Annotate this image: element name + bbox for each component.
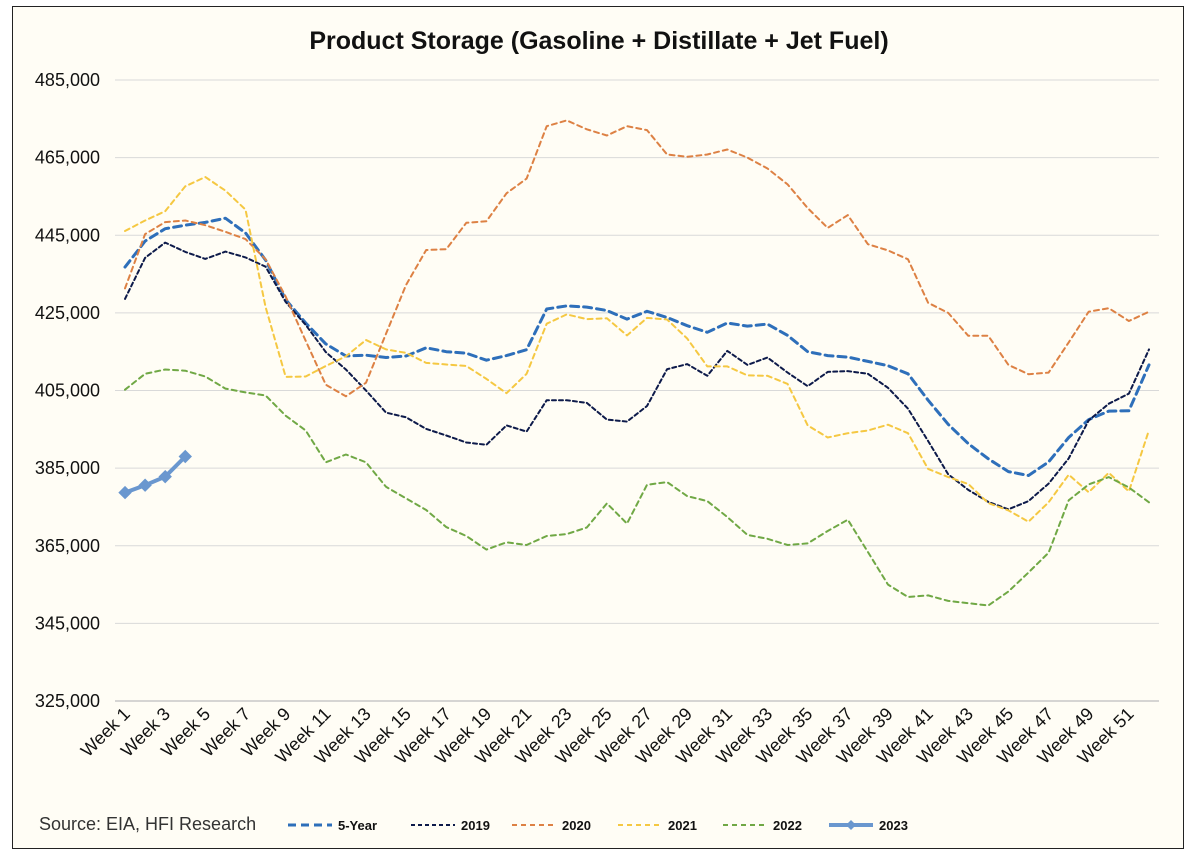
y-tick-label: 485,000	[35, 70, 100, 90]
legend-label: 2023	[879, 818, 908, 833]
series-line-5-year	[123, 216, 1151, 477]
data-point-2023	[118, 485, 132, 500]
legend-item-2023: 2023	[829, 818, 908, 833]
legend-marker	[846, 820, 856, 830]
line-chart: Product Storage (Gasoline + Distillate +…	[35, 27, 1159, 834]
data-point-2023	[178, 449, 192, 464]
chart-title: Product Storage (Gasoline + Distillate +…	[309, 27, 888, 55]
legend-item-2019: 2019	[411, 818, 490, 833]
y-tick-label: 325,000	[35, 691, 100, 711]
legend-label: 5-Year	[338, 818, 377, 833]
series-line-2019	[124, 241, 1150, 511]
series-2023	[118, 449, 192, 500]
series-line-2023	[123, 454, 188, 495]
series-line-2020	[124, 119, 1150, 398]
series-2021	[124, 176, 1150, 523]
legend-item-2022: 2022	[723, 818, 802, 833]
chart-frame: Product Storage (Gasoline + Distillate +…	[12, 6, 1184, 849]
series-line-2021	[124, 176, 1150, 523]
y-tick-label: 385,000	[35, 458, 100, 478]
legend-label: 2020	[562, 818, 591, 833]
source-note: Source: EIA, HFI Research	[39, 814, 256, 834]
legend-item-5-year: 5-Year	[288, 818, 377, 833]
series-2022	[124, 368, 1150, 607]
legend-item-2020: 2020	[512, 818, 591, 833]
series-layer	[118, 119, 1151, 607]
y-tick-label: 405,000	[35, 381, 100, 401]
series-2019	[124, 241, 1150, 511]
y-axis: 325,000 345,000 365,000 385,000 405,000 425,0…	[35, 70, 100, 711]
series-2020	[124, 119, 1150, 398]
data-point-2023	[138, 478, 152, 492]
data-point-2023	[158, 469, 172, 484]
y-tick-label: 465,000	[35, 148, 100, 168]
series-5-year	[123, 216, 1151, 477]
legend-item-2021: 2021	[618, 818, 697, 833]
y-tick-label: 445,000	[35, 225, 100, 245]
legend-label: 2022	[773, 818, 802, 833]
legend-label: 2021	[668, 818, 697, 833]
legend: 5-Year 2019 2020 2021 2022 2023	[288, 818, 908, 833]
y-tick-label: 365,000	[35, 536, 100, 556]
y-tick-label: 425,000	[35, 303, 100, 323]
gridlines	[115, 79, 1159, 624]
legend-label: 2019	[461, 818, 490, 833]
series-line-2022	[124, 368, 1150, 607]
y-tick-label: 345,000	[35, 613, 100, 633]
